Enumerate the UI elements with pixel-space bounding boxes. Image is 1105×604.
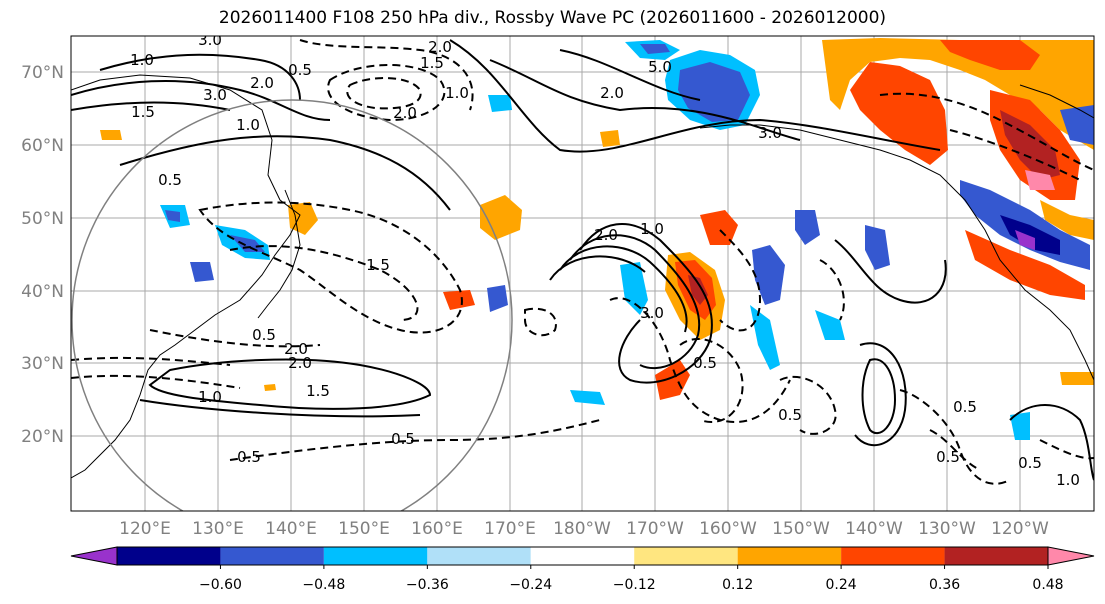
contour-label: 1.0: [236, 116, 260, 134]
colorbar: [70, 546, 1095, 566]
contour-label: 3.0: [203, 86, 227, 104]
longitude-label: 130°W: [918, 519, 976, 539]
longitude-label: 130°E: [192, 519, 244, 539]
contour-label: 2.0: [250, 74, 274, 92]
latitude-label: 50°N: [21, 209, 64, 229]
colorbar-tick-label: −0.24: [509, 577, 552, 593]
contour-label: 1.0: [445, 84, 469, 102]
contour-label: 0.5: [391, 430, 415, 448]
contour-label: 1.5: [131, 103, 155, 121]
contour-label: 0.5: [936, 448, 960, 466]
contour-label: 1.0: [640, 220, 664, 238]
latitude-label: 40°N: [21, 282, 64, 302]
colorbar-extend-high: [1047, 546, 1095, 566]
latitude-label: 60°N: [21, 136, 64, 156]
longitude-label: 160°W: [699, 519, 757, 539]
colorbar-segment: [737, 547, 842, 565]
contour-label: 2.0: [393, 104, 417, 122]
contour-label: 1.0: [198, 388, 222, 406]
latitude-axis: 70°N 60°N 50°N 40°N 30°N 20°N: [21, 63, 64, 447]
contour-label: 2.0: [428, 38, 452, 56]
colorbar-tick-label: 0.36: [929, 577, 960, 593]
longitude-label: 150°W: [772, 519, 830, 539]
projection-circle: [71, 99, 513, 511]
contour-label: 2.0: [600, 84, 624, 102]
colorbar-segment: [323, 547, 428, 565]
contour-label: 1.5: [420, 54, 444, 72]
longitude-label: 160°E: [411, 519, 463, 539]
colorbar-extend-low: [70, 546, 118, 566]
latitude-label: 70°N: [21, 63, 64, 83]
contour-label: 1.5: [306, 382, 330, 400]
map-title: 2026011400 F108 250 hPa div., Rossby Wav…: [218, 8, 887, 28]
contour-labels: 3.0 2.01.51.03.02.00.51.51.02.01.05.02.03…: [130, 31, 1080, 489]
colorbar-tick-label: −0.36: [406, 577, 449, 593]
longitude-label: 140°E: [265, 519, 317, 539]
colorbar-tick-label: 0.12: [722, 577, 753, 593]
contour-label: 1.0: [1056, 471, 1080, 489]
dashed-contours: [71, 39, 1094, 485]
map-frame: [70, 35, 1095, 512]
longitude-label: 140°W: [845, 519, 903, 539]
contour-label: 2.0: [284, 340, 308, 358]
colorbar-segment: [117, 547, 221, 565]
colorbar-tick-label: −0.12: [613, 577, 656, 593]
longitude-axis: 120°E 130°E 140°E 150°E 160°E 170°E 180°W 170°W…: [119, 519, 1049, 539]
divergence-shading: [100, 38, 1094, 440]
contour-label: 5.0: [648, 58, 672, 76]
colorbar-segment: [220, 547, 324, 565]
contour-label: 1.5: [366, 256, 390, 274]
latitude-label: 30°N: [21, 354, 64, 374]
longitude-label: 180°W: [553, 519, 611, 539]
longitude-label: 120°E: [119, 519, 171, 539]
contour-label: 2.0: [594, 226, 618, 244]
longitude-label: 120°W: [991, 519, 1049, 539]
contour-label: 0.5: [158, 171, 182, 189]
contour-label: 0.5: [953, 398, 977, 416]
contour-label: 2.0: [288, 354, 312, 372]
contour-label: 0.5: [1018, 454, 1042, 472]
longitude-label: 150°E: [338, 519, 390, 539]
colorbar-tick-label: −0.60: [199, 577, 242, 593]
colorbar-tick-label: 0.48: [1032, 577, 1063, 593]
longitude-label: 170°E: [484, 519, 536, 539]
latitude-label: 20°N: [21, 427, 64, 447]
contour-label: 3.0: [198, 31, 222, 49]
colorbar-segment: [944, 547, 1048, 565]
contour-label: 0.5: [778, 406, 802, 424]
colorbar-tick-label: −0.48: [302, 577, 345, 593]
colorbar-tick-label: 0.24: [826, 577, 857, 593]
colorbar-segment: [841, 547, 945, 565]
longitude-label: 170°W: [626, 519, 684, 539]
colorbar-segment: [427, 547, 531, 565]
colorbar-ticks: −0.60 −0.48 −0.36 −0.24 −0.12 0.12 0.24 0.36 0.4…: [199, 565, 1064, 593]
colorbar-segment: [634, 547, 738, 565]
contour-label: 3.0: [640, 304, 664, 322]
contour-label: 0.5: [288, 61, 312, 79]
contour-label: 1.0: [130, 51, 154, 69]
colorbar-frame: [116, 546, 1049, 566]
contours: [71, 39, 1094, 481]
coastlines: [71, 74, 1094, 479]
contour-label: 0.5: [252, 326, 276, 344]
contour-label: 0.5: [237, 448, 261, 466]
contour-label: 0.5: [693, 354, 717, 372]
contour-label: 3.0: [758, 124, 782, 142]
colorbar-segment: [530, 547, 635, 565]
